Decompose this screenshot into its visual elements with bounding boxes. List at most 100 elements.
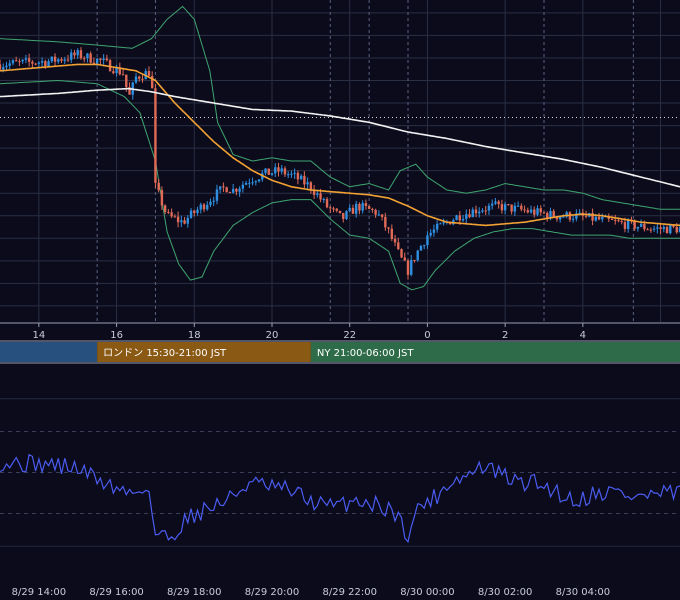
candle-body[interactable] [73,52,76,56]
candle-body[interactable] [53,56,57,62]
candle-body[interactable] [40,61,44,63]
candle-body[interactable] [358,203,361,211]
lower-indicator-pane[interactable] [0,453,680,544]
candle-body[interactable] [465,214,468,219]
candle-body[interactable] [471,209,474,218]
candle-body[interactable] [601,217,604,220]
candle-body[interactable] [108,60,112,72]
candle-body[interactable] [206,204,209,210]
candle-body[interactable] [675,226,678,233]
candle-body[interactable] [186,217,190,224]
candle-body[interactable] [523,209,526,211]
candle-body[interactable] [8,63,11,66]
candle-body[interactable] [552,211,555,217]
candle-body[interactable] [5,65,8,68]
candle-body[interactable] [18,61,21,63]
candle-body[interactable] [24,58,28,60]
candle-body[interactable] [429,232,432,236]
candle-body[interactable] [274,167,277,174]
candle-body[interactable] [21,59,24,62]
candle-body[interactable] [150,75,154,89]
candle-body[interactable] [37,62,41,64]
candle-body[interactable] [594,216,598,221]
candle-body[interactable] [89,53,92,63]
candle-body[interactable] [639,223,643,227]
candle-body[interactable] [329,207,332,209]
candle-body[interactable] [494,201,497,204]
candle-body[interactable] [0,64,2,70]
candle-body[interactable] [636,226,640,229]
candle-body[interactable] [338,210,342,214]
candle-body[interactable] [377,214,381,216]
candle-body[interactable] [584,215,588,217]
candle-body[interactable] [202,204,206,210]
candle-body[interactable] [180,220,183,223]
candle-body[interactable] [63,59,66,61]
candle-body[interactable] [678,227,680,233]
candle-body[interactable] [516,205,520,207]
candle-body[interactable] [57,59,60,62]
candle-body[interactable] [348,207,351,212]
candle-body[interactable] [170,212,173,217]
candle-body[interactable] [439,223,442,225]
candle-body[interactable] [371,208,374,210]
candle-body[interactable] [251,182,254,184]
candle-body[interactable] [643,223,646,230]
candle-body[interactable] [410,259,413,275]
candle-body[interactable] [422,245,426,247]
candle-body[interactable] [490,203,494,206]
candle-body[interactable] [487,205,491,211]
candle-body[interactable] [481,210,484,212]
candle-body[interactable] [115,67,118,74]
candle-body[interactable] [193,210,196,214]
candle-body[interactable] [286,174,290,176]
candle-body[interactable] [50,56,54,62]
candle-body[interactable] [562,216,565,218]
candle-body[interactable] [539,208,542,213]
candle-body[interactable] [565,212,568,217]
candle-body[interactable] [558,217,562,220]
candle-body[interactable] [154,88,157,183]
candle-body[interactable] [309,182,313,190]
candle-body[interactable] [118,67,122,75]
candle-body[interactable] [296,172,300,180]
candle-body[interactable] [397,242,400,250]
bollinger-upper-line[interactable] [0,5,680,210]
candle-body[interactable] [387,227,390,229]
candle-body[interactable] [432,229,436,233]
candle-body[interactable] [342,213,345,219]
candle-body[interactable] [484,210,487,212]
candle-body[interactable] [218,186,222,190]
candle-body[interactable] [196,209,199,214]
candle-body[interactable] [367,206,371,209]
candle-body[interactable] [183,220,186,224]
candle-body[interactable] [614,219,617,221]
candle-body[interactable] [95,58,99,64]
candle-body[interactable] [248,182,251,184]
candle-body[interactable] [461,218,465,221]
candle-body[interactable] [34,63,37,65]
candle-body[interactable] [325,199,329,208]
candle-body[interactable] [125,74,128,88]
candle-body[interactable] [128,87,131,95]
candle-body[interactable] [478,211,481,214]
candle-body[interactable] [215,189,219,201]
candle-body[interactable] [513,205,517,212]
candle-body[interactable] [277,167,280,172]
candle-body[interactable] [102,58,105,61]
candle-body[interactable] [235,188,238,192]
candle-body[interactable] [121,74,125,76]
candle-body[interactable] [384,216,387,228]
candle-body[interactable] [374,209,377,215]
candle-body[interactable] [47,61,50,67]
candle-body[interactable] [241,184,245,189]
candle-body[interactable] [212,200,215,202]
candle-body[interactable] [549,211,552,219]
candle-body[interactable] [403,257,406,261]
candle-body[interactable] [672,225,675,227]
candle-body[interactable] [238,188,241,192]
candle-body[interactable] [652,228,656,230]
candle-body[interactable] [416,250,419,261]
candle-body[interactable] [209,201,212,205]
